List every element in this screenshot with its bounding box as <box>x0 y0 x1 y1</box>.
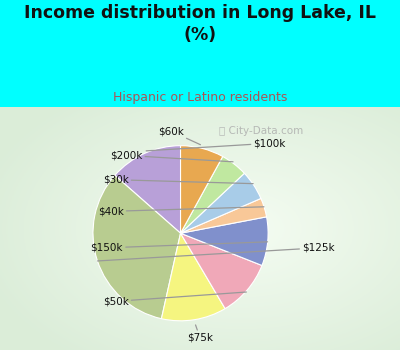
Wedge shape <box>162 233 225 321</box>
Text: ⓘ City-Data.com: ⓘ City-Data.com <box>220 126 304 136</box>
Text: $125k: $125k <box>98 243 335 261</box>
Text: $200k: $200k <box>110 150 233 162</box>
Wedge shape <box>115 146 180 233</box>
Wedge shape <box>180 156 244 233</box>
Text: $75k: $75k <box>187 325 213 343</box>
Wedge shape <box>180 173 261 233</box>
Wedge shape <box>93 175 180 319</box>
Wedge shape <box>180 217 268 266</box>
Text: $150k: $150k <box>90 242 268 253</box>
Wedge shape <box>180 146 223 233</box>
Text: $50k: $50k <box>103 292 246 306</box>
Wedge shape <box>180 233 262 309</box>
Text: $100k: $100k <box>146 138 286 151</box>
Text: $40k: $40k <box>98 206 264 216</box>
Wedge shape <box>180 198 266 233</box>
Text: $30k: $30k <box>103 175 253 185</box>
Text: Hispanic or Latino residents: Hispanic or Latino residents <box>113 91 287 104</box>
Text: Income distribution in Long Lake, IL
(%): Income distribution in Long Lake, IL (%) <box>24 4 376 44</box>
Text: $60k: $60k <box>158 126 200 145</box>
